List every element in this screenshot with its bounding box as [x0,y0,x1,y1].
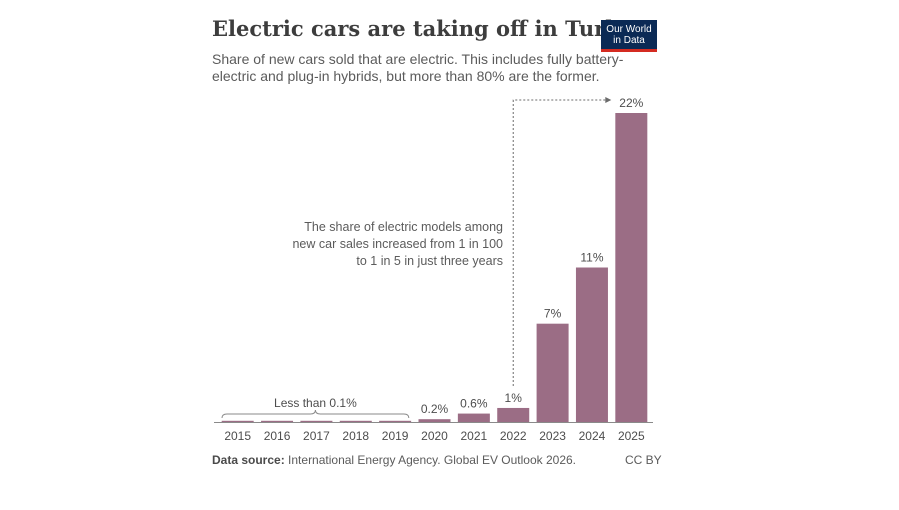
data-label-2021: 0.6% [460,397,488,411]
x-tick-label-2022: 2022 [500,429,527,443]
data-source: Data source: International Energy Agency… [212,453,576,467]
data-label-2022: 1% [505,391,523,405]
bar-2018 [339,420,372,422]
owid-logo[interactable]: Our World in Data [601,20,657,52]
chart-title: Electric cars are taking off in Turkey [212,16,646,41]
x-tick-label-2017: 2017 [303,429,330,443]
bracket-less-than [221,409,410,419]
bar-2015 [221,420,254,422]
annotation-note-line-1: The share of electric models among [304,220,503,234]
annotation-arrow-line [512,99,606,386]
logo-line-1: Our World [606,24,652,35]
x-tick-label-2015: 2015 [224,429,251,443]
bar-2021 [457,413,490,422]
x-tick-label-2021: 2021 [461,429,488,443]
bar-2024 [575,267,608,422]
data-label-2024: 11% [580,251,603,265]
bar-2016 [261,420,294,422]
data-source-text: International Energy Agency. Global EV O… [288,453,577,467]
annotation-note-line-3: to 1 in 5 in just three years [356,254,503,268]
bar-2025 [615,113,648,422]
x-tick-label-2020: 2020 [421,429,448,443]
annotation-arrow-head [605,97,612,103]
bar-2023 [536,323,569,422]
x-tick-label-2019: 2019 [382,429,409,443]
bar-2019 [379,420,412,422]
license[interactable]: CC BY [625,453,662,467]
bar-2017 [300,420,333,422]
annotation-note-line-2: new car sales increased from 1 in 100 [292,237,503,251]
data-label-2025: 22% [619,96,643,110]
data-label-2020: 0.2% [421,402,449,416]
x-tick-label-2023: 2023 [539,429,566,443]
annotation-less-than: Less than 0.1% [274,396,357,410]
x-tick-label-2024: 2024 [579,429,606,443]
x-tick-label-2025: 2025 [618,429,645,443]
bar-2020 [418,419,451,422]
data-source-label: Data source: [212,453,285,467]
x-tick-label-2018: 2018 [342,429,369,443]
data-label-2023: 7% [544,307,562,321]
chart-subtitle: Share of new cars sold that are electric… [212,51,624,84]
bar-2022 [497,407,530,422]
x-tick-label-2016: 2016 [264,429,291,443]
logo-line-2: in Data [613,35,645,46]
